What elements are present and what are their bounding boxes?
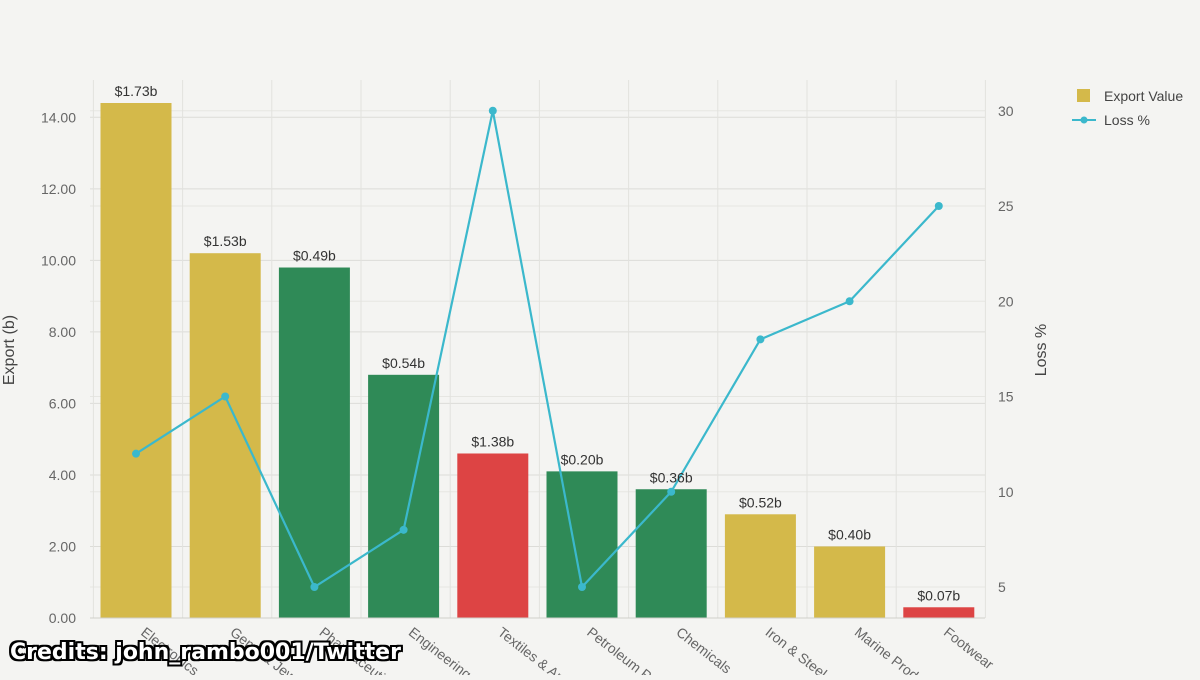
bar xyxy=(189,253,261,619)
x-tick-label: Engineering Goods xyxy=(406,624,510,675)
loss-point xyxy=(310,583,319,591)
bar xyxy=(100,103,172,618)
bar-data-label: $0.49b xyxy=(293,248,336,264)
x-tick-label: Iron & Steel xyxy=(763,624,830,675)
y2-tick-label: 10 xyxy=(998,484,1014,500)
bar-data-label: $0.36b xyxy=(650,469,693,485)
loss-point xyxy=(132,449,140,458)
legend-label-export: Export Value xyxy=(1104,88,1183,104)
loss-point xyxy=(488,106,497,115)
loss-point xyxy=(934,202,943,210)
y2-tick-label: 25 xyxy=(998,198,1014,214)
bar-data-label: $1.73b xyxy=(115,83,158,99)
bar xyxy=(457,453,529,618)
bar xyxy=(278,267,350,618)
x-tick-label: Petroleum Products xyxy=(584,624,691,675)
credit-text: Credits: john_rambo001/Twitter xyxy=(10,640,401,665)
bar-data-label: $0.20b xyxy=(561,451,604,467)
bar xyxy=(546,471,618,618)
legend-layer: Export Value Loss % xyxy=(1072,88,1183,128)
x-tick-label: Textiles & Apparel xyxy=(495,624,593,675)
bar-data-label: $1.53b xyxy=(204,233,247,249)
bar xyxy=(635,489,707,618)
y-tick-label: 6.00 xyxy=(49,395,76,411)
bar xyxy=(814,546,886,618)
y2-axis-title: Loss % xyxy=(1033,324,1050,376)
loss-point xyxy=(756,335,765,344)
bar-data-label: $0.52b xyxy=(739,494,782,510)
y-tick-label: 14.00 xyxy=(41,109,76,125)
bar-data-label: $1.38b xyxy=(471,433,514,449)
y-tick-label: 8.00 xyxy=(49,324,76,340)
loss-line xyxy=(135,110,940,590)
bar-data-label: $0.07b xyxy=(917,587,960,603)
bar xyxy=(903,607,975,618)
loss-point xyxy=(667,487,676,496)
y2-tick-label: 30 xyxy=(998,103,1014,119)
loss-point xyxy=(221,392,230,401)
line-layer xyxy=(132,106,943,591)
y-axis-title: Export (b) xyxy=(1,315,18,385)
y-tick-label: 12.00 xyxy=(41,181,76,197)
y-tick-label: 4.00 xyxy=(49,467,76,483)
loss-point xyxy=(845,297,854,306)
legend-label-loss: Loss % xyxy=(1104,112,1150,128)
x-tick-label: Footwear xyxy=(941,624,997,673)
y2-tick-label: 20 xyxy=(998,293,1014,309)
bars-layer xyxy=(100,103,975,619)
bar-data-label: $0.54b xyxy=(382,355,425,371)
legend-swatch-bar xyxy=(1077,89,1090,102)
y2-tick-label: 5 xyxy=(998,579,1006,595)
loss-point xyxy=(578,583,586,591)
labels-layer: $1.73b $1.53b $0.49b $0.54b $1.38b $0.20b $0.3… xyxy=(115,83,961,603)
x-tick-label: Marine Products xyxy=(852,624,942,675)
y2-tick-label: 15 xyxy=(998,389,1014,405)
loss-point xyxy=(399,525,408,534)
bar-data-label: $0.40b xyxy=(828,526,871,542)
y-tick-label: 10.00 xyxy=(41,252,76,268)
y-tick-label: 2.00 xyxy=(49,538,76,554)
legend-swatch-point xyxy=(1080,116,1088,124)
x-tick-label: Chemicals xyxy=(673,624,734,675)
bar xyxy=(724,514,796,618)
y-tick-label: 0.00 xyxy=(49,610,76,626)
